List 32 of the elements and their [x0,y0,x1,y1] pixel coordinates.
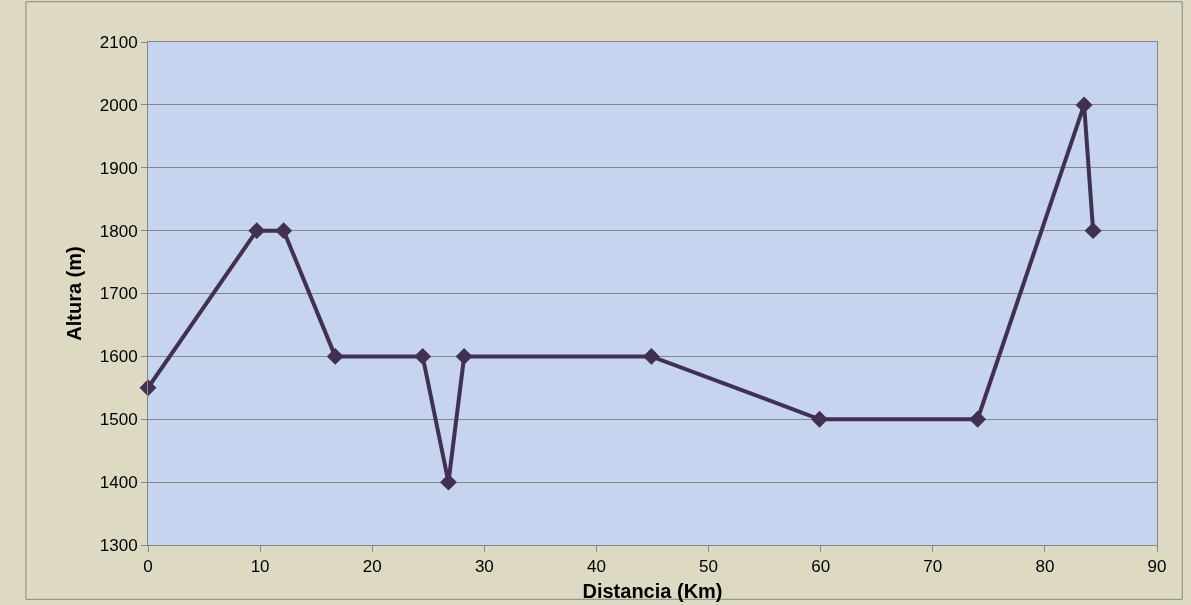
y-tick-label: 1600 [99,347,138,367]
x-tick-label: 10 [250,557,270,577]
point [326,347,344,365]
point [969,410,987,428]
point [248,222,266,240]
y-tick-label: 1500 [99,410,138,430]
point [455,347,473,365]
x-tick-label: 30 [474,557,494,577]
point [275,222,293,240]
y-tick-label: 1300 [99,535,138,555]
y-tick-label: 1800 [99,221,138,241]
y-tick-label: 1900 [99,158,138,178]
x-tick-label: 70 [923,557,943,577]
point [642,347,660,365]
point [139,379,157,397]
y-tick-label: 1400 [99,473,138,493]
x-tick-label: 40 [586,557,606,577]
x-tick-label: 60 [811,557,831,577]
point [1075,96,1093,114]
point [1084,222,1102,240]
x-tick-label: 80 [1035,557,1055,577]
y-tick-label: 2000 [99,95,138,115]
x-tick-label: 50 [699,557,719,577]
x-tick-label: 20 [362,557,382,577]
point [811,410,828,428]
point [414,347,432,365]
x-tick-label: 0 [143,557,153,577]
x-axis-title: Distancia (Km) [582,579,723,602]
y-tick-label: 1700 [99,284,138,304]
y-axis-title: Altura (m) [63,246,86,341]
x-tick-label: 90 [1147,557,1167,577]
y-tick-label: 2100 [99,32,138,52]
